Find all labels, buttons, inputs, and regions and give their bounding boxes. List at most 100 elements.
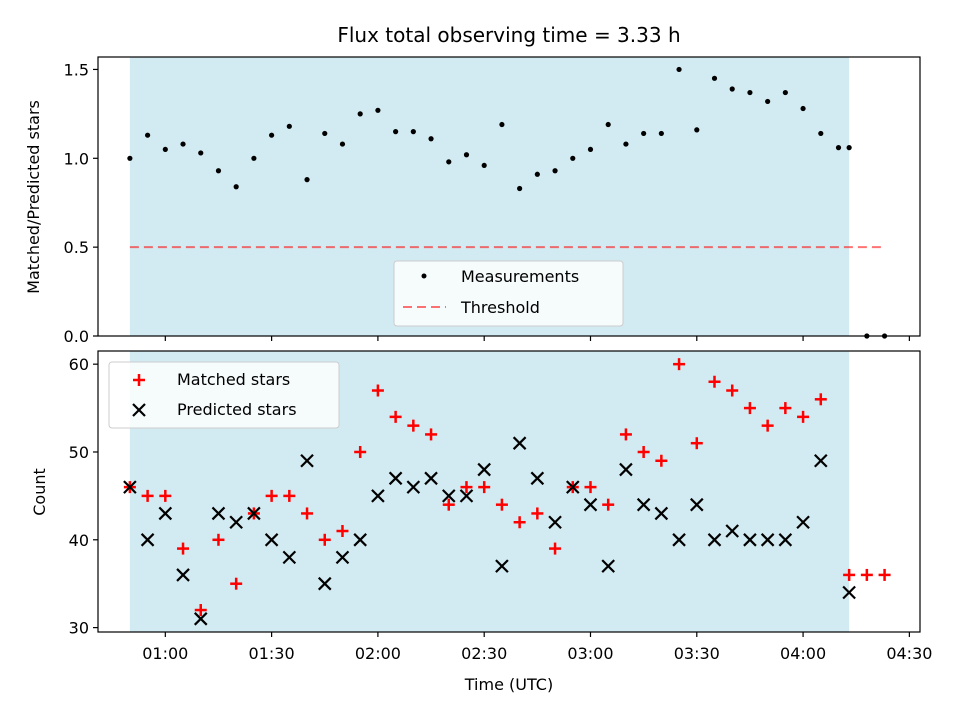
ratio-legend-box <box>393 260 624 327</box>
count-panel-frame <box>97 350 921 633</box>
predicted-star-point <box>530 471 545 486</box>
predicted-star-point <box>371 489 385 503</box>
matched-star-point <box>495 498 508 511</box>
matched-star-point <box>194 604 207 617</box>
matched-star-point <box>602 498 615 511</box>
measurement-point <box>357 111 363 117</box>
legend-predicted-marker <box>132 403 146 417</box>
matched-star-point <box>265 489 278 502</box>
legend-threshold-label: Threshold <box>460 298 540 317</box>
predicted-star-point <box>690 497 704 512</box>
predicted-star-point <box>282 550 297 565</box>
measurement-point <box>570 155 576 161</box>
predicted-stars-points <box>123 436 856 626</box>
matched-star-point <box>460 481 473 494</box>
measurement-point <box>694 127 700 133</box>
matched-star-point <box>860 568 873 581</box>
predicted-star-point <box>601 559 615 573</box>
predicted-star-point <box>583 497 598 512</box>
predicted-star-point <box>441 489 456 503</box>
measurement-point <box>269 132 275 138</box>
predicted-star-point <box>140 533 155 547</box>
count-y-axis: 30 40 50 60 <box>69 355 98 638</box>
legend-predicted-label: Predicted stars <box>177 400 297 419</box>
measurement-point <box>782 89 788 96</box>
measurement-point <box>215 168 222 174</box>
predicted-star-point <box>707 533 722 547</box>
predicted-star-point <box>636 497 651 512</box>
ratio-y-tick-label: 1.0 <box>64 149 89 168</box>
predicted-star-point <box>335 550 350 565</box>
matched-star-point <box>726 384 739 397</box>
measurement-point <box>393 129 399 135</box>
matched-star-point <box>655 454 668 467</box>
ratio-y-tick-label: 0.0 <box>64 327 89 346</box>
measurement-point <box>145 132 151 138</box>
measurement-point <box>375 107 381 113</box>
ratio-panel-frame <box>97 56 921 337</box>
ratio-y-tick-label: 0.5 <box>64 238 89 257</box>
measurement-point <box>127 155 133 161</box>
ratio-y-axis-label: Matched/Predicted stars <box>24 100 43 294</box>
time-x-tick-label: 03:00 <box>567 644 613 663</box>
measurement-point <box>162 146 168 153</box>
predicted-star-point <box>619 462 633 477</box>
measurement-point <box>251 155 257 161</box>
count-y-tick-label: 60 <box>69 355 89 374</box>
ratio-y-axis: 0.0 0.5 1.0 1.5 <box>64 60 98 346</box>
measurement-point <box>481 162 487 169</box>
time-x-axis-label: Time (UTC) <box>464 675 553 694</box>
measurement-point <box>446 159 452 165</box>
measurement-point <box>747 89 753 96</box>
matched-star-point <box>230 577 243 590</box>
matched-star-point <box>371 384 384 397</box>
measurement-point <box>410 129 416 135</box>
matched-star-point <box>318 533 331 546</box>
count-legend-box <box>108 361 340 429</box>
matched-star-point <box>283 489 296 502</box>
measurement-point <box>676 66 682 73</box>
matched-star-point <box>301 507 314 520</box>
measurement-point <box>818 130 824 137</box>
matched-star-point <box>478 481 491 494</box>
time-x-tick-label: 04:30 <box>886 644 932 663</box>
legend-measurements-marker <box>421 273 427 279</box>
ratio-y-tick-label: 1.5 <box>64 60 89 79</box>
count-y-tick-label: 40 <box>69 531 89 550</box>
measurement-point <box>641 130 647 137</box>
matched-star-point <box>797 410 810 423</box>
legend-matched-marker <box>133 374 145 386</box>
predicted-star-point <box>424 471 438 486</box>
predicted-star-point <box>211 506 226 521</box>
ratio-legend: Measurements Threshold <box>393 260 624 327</box>
predicted-star-point <box>512 436 527 450</box>
measurement-point <box>846 145 852 151</box>
matched-star-point <box>779 402 792 415</box>
measurement-point <box>198 150 204 156</box>
measurement-point <box>180 141 186 147</box>
measurement-point <box>322 130 328 137</box>
predicted-star-point <box>459 489 474 503</box>
matched-star-point <box>708 375 721 388</box>
matched-star-point <box>141 489 154 502</box>
measurement-point <box>304 177 310 183</box>
matched-star-point <box>814 393 827 406</box>
time-x-axis: 01:00 01:30 02:00 02:30 03:00 03:30 04:00 04:30 <box>142 632 932 663</box>
measurement-point <box>534 171 540 177</box>
measurement-point <box>517 185 523 192</box>
matched-star-point <box>619 428 632 441</box>
measurement-point <box>463 152 470 158</box>
matched-star-point <box>637 445 650 458</box>
matched-star-point <box>336 525 349 538</box>
matched-star-point <box>743 402 756 415</box>
time-x-tick-label: 01:30 <box>249 644 295 663</box>
matched-star-point <box>442 498 455 511</box>
matched-star-point <box>159 489 172 502</box>
matched-star-point <box>690 437 703 450</box>
count-legend: Matched stars Predicted stars <box>108 361 340 429</box>
predicted-star-point <box>565 480 580 494</box>
matched-star-point <box>878 568 891 581</box>
time-x-tick-label: 04:00 <box>780 644 826 663</box>
ratio-x-ticks <box>164 336 910 341</box>
